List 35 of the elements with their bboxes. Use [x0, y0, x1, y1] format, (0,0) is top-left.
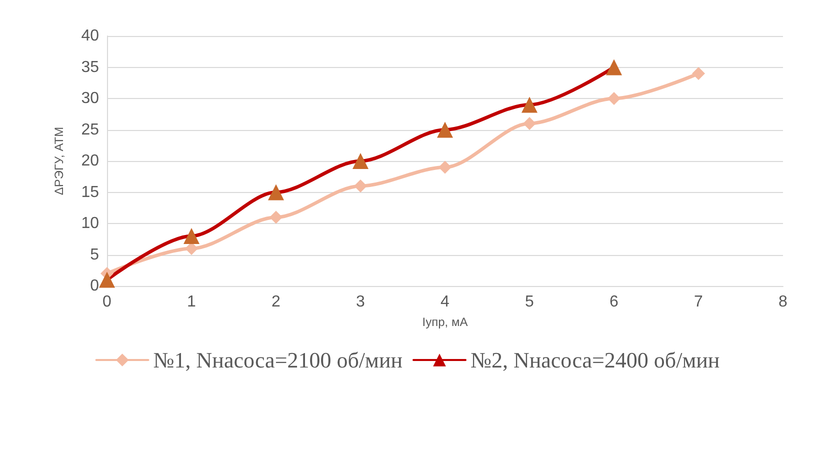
y-tick-label: 20 — [81, 152, 100, 170]
x-tick-label: 2 — [272, 294, 281, 310]
point — [354, 180, 367, 192]
point — [522, 96, 538, 113]
point — [184, 228, 200, 244]
y-tick-label: 40 — [81, 28, 100, 44]
x-tick-label: 7 — [694, 294, 704, 310]
point — [608, 92, 620, 105]
x-tick-label: 4 — [440, 294, 450, 310]
y-axis-title: ΔРЭГУ, АТМ — [52, 126, 66, 196]
point — [352, 153, 368, 169]
point — [99, 272, 115, 288]
x-axis-title: Iупр, мА — [422, 315, 468, 329]
y-tick-label: 10 — [81, 215, 100, 232]
y-tick-label: 0 — [90, 278, 100, 294]
x-tick-label: 8 — [778, 294, 788, 310]
x-tick-label: 3 — [356, 294, 366, 310]
x-tick-label: 6 — [610, 294, 619, 310]
point — [268, 184, 284, 200]
legend-label: №1, Nнасоса=2100 об/мин — [153, 348, 403, 372]
point — [606, 59, 622, 76]
point — [270, 210, 282, 224]
point — [438, 160, 452, 174]
legend-label: №2, Nнасоса=2400 об/мин — [470, 348, 720, 372]
point — [437, 122, 453, 138]
x-tick-label: 0 — [102, 294, 112, 310]
y-tick-label: 35 — [81, 58, 100, 76]
x-tick-label: 5 — [525, 294, 534, 310]
point — [692, 67, 705, 80]
point — [523, 117, 536, 130]
y-tick-label: 30 — [81, 90, 100, 107]
y-tick-label: 25 — [81, 121, 100, 138]
y-tick-label: 5 — [90, 246, 100, 264]
y-tick-label: 15 — [81, 184, 100, 201]
x-tick-label: 1 — [187, 294, 196, 310]
